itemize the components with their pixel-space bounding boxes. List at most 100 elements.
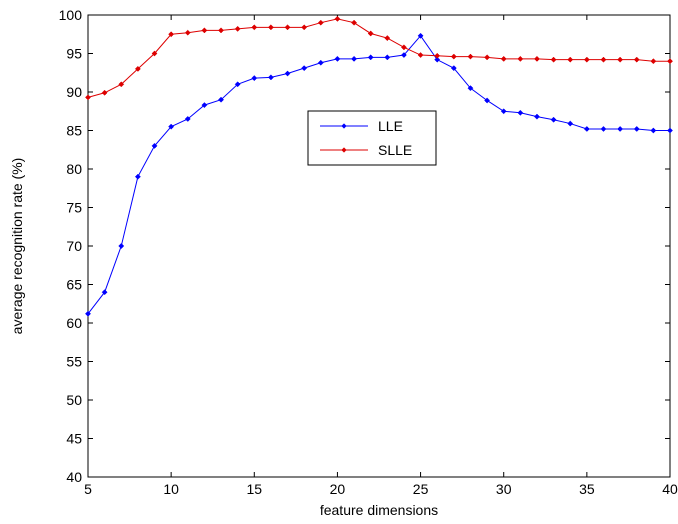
data-point-slle bbox=[267, 24, 274, 31]
y-tick-label: 50 bbox=[66, 392, 82, 408]
data-point-lle bbox=[434, 56, 441, 63]
data-point-lle bbox=[168, 123, 175, 130]
data-point-slle bbox=[284, 24, 291, 31]
data-point-slle bbox=[168, 31, 175, 38]
data-point-slle bbox=[234, 25, 241, 32]
y-tick-label: 40 bbox=[66, 469, 82, 485]
x-tick-label: 10 bbox=[163, 481, 179, 497]
data-point-slle bbox=[534, 55, 540, 62]
data-point-slle bbox=[384, 35, 391, 42]
data-point-lle bbox=[267, 74, 274, 81]
data-point-slle bbox=[517, 55, 524, 62]
data-point-slle bbox=[500, 55, 507, 62]
legend-label-lle: LLE bbox=[378, 118, 403, 134]
y-tick-label: 65 bbox=[66, 277, 82, 293]
x-tick-label: 15 bbox=[246, 481, 262, 497]
data-point-lle bbox=[101, 289, 108, 296]
data-point-lle bbox=[450, 65, 457, 72]
x-tick-label: 25 bbox=[413, 481, 429, 497]
data-point-lle bbox=[334, 55, 341, 62]
data-point-slle bbox=[417, 52, 424, 58]
legend-box bbox=[307, 110, 437, 166]
series-line-lle bbox=[87, 34, 670, 315]
data-point-lle bbox=[517, 109, 524, 116]
axis-ticks: 5 10 15 20 25 30 35 40 40 45 50 55 60 65 70 75 80 85 90 95 1… bbox=[59, 7, 678, 497]
y-tick-label: 45 bbox=[66, 431, 82, 447]
data-point-slle bbox=[567, 56, 574, 63]
data-point-slle bbox=[334, 15, 341, 22]
data-point-slle bbox=[467, 53, 474, 60]
y-tick-label: 95 bbox=[66, 46, 82, 62]
data-point-lle bbox=[317, 59, 324, 66]
x-tick-label: 20 bbox=[330, 481, 346, 497]
series-points bbox=[85, 15, 673, 317]
data-point-lle bbox=[650, 127, 657, 134]
data-point-lle bbox=[417, 32, 424, 39]
data-point-slle bbox=[400, 44, 407, 51]
data-point-slle bbox=[184, 29, 191, 36]
x-tick-label: 35 bbox=[579, 481, 595, 497]
data-point-slle bbox=[633, 56, 640, 63]
data-point-lle bbox=[351, 55, 358, 62]
data-point-slle bbox=[650, 58, 657, 65]
data-point-slle bbox=[201, 27, 208, 34]
legend-marker-slle bbox=[341, 147, 347, 153]
data-point-lle bbox=[134, 173, 141, 180]
data-point-slle bbox=[550, 56, 557, 63]
data-point-lle bbox=[617, 126, 624, 132]
data-point-slle bbox=[317, 19, 324, 26]
data-point-slle bbox=[434, 52, 441, 59]
data-point-slle bbox=[301, 24, 308, 31]
data-point-lle bbox=[234, 81, 241, 88]
legend-label-slle: SLLE bbox=[378, 142, 412, 158]
data-point-slle bbox=[101, 89, 108, 96]
data-point-lle bbox=[484, 97, 491, 104]
data-point-slle bbox=[600, 56, 607, 63]
data-point-lle bbox=[184, 115, 191, 122]
x-tick-label: 5 bbox=[84, 481, 92, 497]
data-point-lle bbox=[118, 243, 125, 249]
data-point-lle bbox=[367, 54, 374, 61]
plot-area bbox=[87, 14, 671, 478]
y-tick-label: 100 bbox=[59, 7, 83, 23]
data-point-lle bbox=[550, 116, 557, 123]
data-point-lle bbox=[600, 126, 607, 132]
data-point-slle bbox=[667, 58, 673, 65]
data-point-lle bbox=[633, 126, 640, 132]
data-point-lle bbox=[534, 113, 540, 120]
data-point-slle bbox=[218, 27, 224, 34]
data-point-slle bbox=[151, 50, 158, 57]
data-point-slle bbox=[351, 19, 358, 26]
data-point-lle bbox=[85, 310, 91, 317]
y-tick-label: 70 bbox=[66, 238, 82, 254]
data-point-slle bbox=[251, 24, 258, 31]
y-tick-label: 75 bbox=[66, 200, 82, 216]
data-point-lle bbox=[251, 75, 258, 82]
data-point-lle bbox=[400, 52, 407, 58]
data-point-slle bbox=[85, 94, 91, 101]
data-point-lle bbox=[284, 70, 291, 77]
data-point-lle bbox=[151, 142, 158, 149]
data-point-slle bbox=[583, 56, 590, 63]
data-point-lle bbox=[218, 96, 224, 103]
x-tick-label: 40 bbox=[662, 481, 678, 497]
data-point-lle bbox=[500, 108, 507, 115]
y-tick-label: 90 bbox=[66, 84, 82, 100]
data-point-lle bbox=[667, 127, 673, 134]
data-point-lle bbox=[384, 54, 391, 61]
legend: LLE SLLE bbox=[307, 110, 437, 166]
data-point-lle bbox=[201, 102, 208, 109]
data-point-lle bbox=[567, 120, 574, 127]
data-point-slle bbox=[367, 30, 374, 37]
y-tick-label: 60 bbox=[66, 315, 82, 331]
x-axis-label: feature dimensions bbox=[320, 502, 438, 518]
data-point-slle bbox=[617, 56, 624, 63]
legend-marker-lle bbox=[341, 123, 347, 129]
y-tick-label: 85 bbox=[66, 123, 82, 139]
y-axis-label: average recognition rate (%) bbox=[9, 158, 25, 335]
data-point-lle bbox=[583, 126, 590, 132]
data-point-slle bbox=[450, 53, 457, 60]
data-point-slle bbox=[484, 54, 491, 61]
